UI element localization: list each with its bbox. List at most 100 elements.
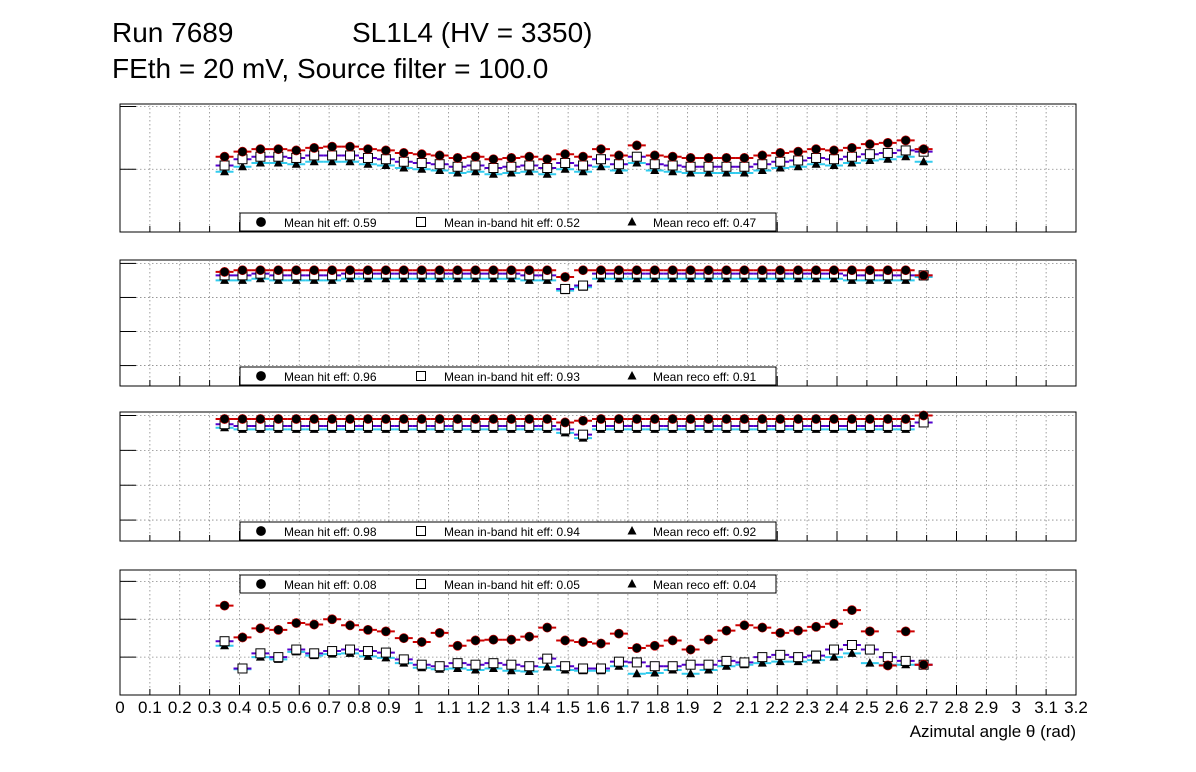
- series-inband: [215, 636, 933, 674]
- data-point: [363, 159, 373, 168]
- data-point: [219, 160, 230, 171]
- legend-entry-label: Mean reco eff:: [653, 216, 733, 230]
- data-point: [900, 626, 911, 637]
- data-point: [667, 151, 678, 162]
- legend-marker: [256, 217, 266, 227]
- data-point: [542, 169, 552, 178]
- data-point: [613, 159, 624, 170]
- data-point: [309, 619, 320, 630]
- data-point: [237, 161, 247, 171]
- data-point: [703, 161, 714, 172]
- data-point: [829, 618, 839, 629]
- data-point: [757, 652, 768, 663]
- data-point: [542, 622, 553, 633]
- data-point: [864, 644, 875, 655]
- legend-entry-label: Mean reco eff:: [653, 370, 733, 384]
- data-point: [327, 141, 338, 152]
- legend-entry: Mean hit eff: 0.98: [284, 525, 377, 539]
- data-point: [362, 646, 373, 657]
- data-point: [649, 159, 660, 170]
- data-point: [829, 145, 839, 156]
- data-point: [560, 149, 571, 160]
- data-point: [488, 163, 499, 173]
- data-point: [739, 168, 749, 177]
- data-point: [291, 145, 302, 156]
- data-point: [703, 659, 714, 670]
- legend-marker: [256, 371, 266, 381]
- series-reco: [215, 640, 933, 678]
- x-tick-label: 0: [115, 698, 124, 717]
- legend: Mean hit eff: 0.96 Mean in-band hit eff: …: [239, 366, 777, 386]
- data-point: [865, 155, 875, 164]
- data-point: [309, 648, 320, 659]
- data-point: [237, 146, 248, 157]
- data-point: [506, 153, 517, 163]
- legend-entry: Mean in-band hit eff: 0.93: [444, 370, 580, 384]
- data-point: [578, 280, 589, 291]
- data-point: [380, 145, 391, 156]
- x-tick-label: 1.2: [467, 698, 491, 717]
- legend-marker: [256, 579, 266, 589]
- legend-entry-label: Mean in-band hit eff:: [444, 578, 557, 592]
- data-point: [524, 265, 535, 276]
- data-point: [237, 632, 248, 643]
- data-point: [846, 640, 857, 650]
- data-point: [488, 658, 499, 669]
- data-point: [273, 157, 283, 167]
- data-point: [506, 665, 516, 675]
- data-point: [631, 151, 642, 162]
- data-point: [847, 143, 857, 153]
- data-point: [560, 661, 571, 672]
- data-point: [542, 154, 553, 165]
- data-point: [327, 156, 337, 166]
- data-point: [595, 154, 606, 165]
- data-point: [578, 166, 588, 176]
- x-tick-label: 0.1: [138, 698, 162, 717]
- data-point: [470, 414, 481, 424]
- data-point: [757, 658, 767, 667]
- data-point: [309, 265, 320, 276]
- data-point: [291, 265, 302, 276]
- data-point: [864, 265, 875, 276]
- data-point: [560, 417, 571, 428]
- data-point: [901, 151, 911, 161]
- data-point: [452, 265, 463, 276]
- data-point: [649, 640, 660, 651]
- legend: Mean hit eff: 0.98 Mean in-band hit eff: …: [239, 521, 777, 541]
- data-point: [703, 153, 714, 163]
- x-tick-label: 0.7: [317, 698, 341, 717]
- data-point: [578, 160, 589, 171]
- data-point: [506, 161, 517, 172]
- data-point: [416, 637, 427, 647]
- x-axis-label: Azimutal angle θ (rad): [910, 722, 1076, 741]
- data-point: [380, 154, 391, 165]
- data-point: [775, 656, 785, 666]
- legend-box: [239, 574, 777, 594]
- data-point: [667, 661, 678, 672]
- x-tick-label: 2: [713, 698, 722, 717]
- data-point: [578, 429, 589, 440]
- data-point: [775, 163, 785, 172]
- data-point: [685, 153, 696, 163]
- legend-marker: [416, 371, 426, 381]
- data-point: [685, 265, 696, 276]
- data-point: [345, 620, 355, 631]
- data-point: [219, 151, 230, 162]
- data-point: [667, 414, 678, 424]
- data-point: [882, 265, 893, 276]
- x-tick-label: 2.5: [855, 698, 879, 717]
- data-point: [219, 636, 230, 647]
- data-point: [595, 663, 606, 674]
- data-point: [649, 150, 660, 161]
- data-point: [327, 414, 338, 424]
- x-tick-label: 1.7: [616, 698, 640, 717]
- data-point: [273, 414, 284, 424]
- data-point: [596, 414, 606, 424]
- data-point: [452, 658, 463, 669]
- legend-entry: Mean reco eff: 0.92: [653, 525, 757, 539]
- x-tick-label: 2.4: [825, 698, 849, 717]
- data-point: [811, 414, 821, 424]
- data-point: [757, 265, 768, 276]
- data-point: [650, 668, 660, 677]
- legend-entry: Mean hit eff: 0.96: [284, 370, 377, 384]
